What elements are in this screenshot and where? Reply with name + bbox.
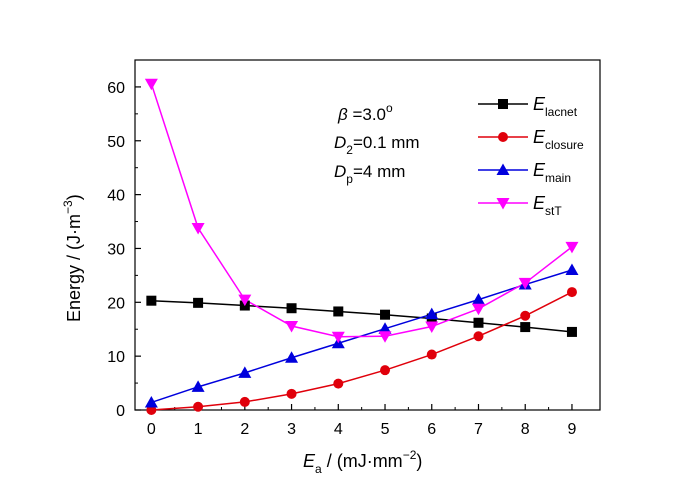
data-point-lacnet (286, 303, 297, 314)
data-point-closure (473, 331, 484, 342)
data-point-stT (191, 223, 205, 235)
x-tick-label: 1 (194, 421, 203, 438)
y-tick-label: 10 (107, 349, 125, 366)
x-tick-label: 7 (474, 421, 483, 438)
legend: Elacnet Eclosure Emain EstT (478, 94, 584, 218)
data-point-stT (238, 294, 252, 307)
legend-marker-stT (496, 198, 510, 210)
legend-label-main: Emain (533, 160, 571, 185)
data-point-main (285, 351, 299, 363)
legend-label-lacnet: Elacnet (533, 94, 578, 119)
data-point-main (565, 263, 579, 275)
data-point-lacnet (380, 309, 391, 320)
y-tick-label: 0 (116, 403, 125, 420)
legend-marker-lacnet (498, 99, 508, 109)
data-point-closure (426, 349, 437, 360)
plot-frame (134, 59, 601, 411)
annotation-d2: D2=0.1 mm (334, 133, 420, 157)
data-point-closure (520, 310, 531, 321)
data-point-lacnet (566, 326, 577, 337)
data-point-closure (239, 396, 250, 407)
data-point-stT (518, 277, 532, 290)
data-point-closure (146, 405, 157, 415)
legend-label-stT: EstT (533, 193, 562, 218)
series-line-stT (150, 83, 573, 338)
legend-label-closure: Eclosure (533, 127, 584, 152)
x-tick-label: 4 (334, 421, 343, 438)
data-point-main (238, 366, 252, 378)
data-point-stT (378, 331, 392, 343)
data-point-closure (566, 287, 577, 298)
data-point-stT (471, 303, 485, 316)
data-point-lacnet (520, 322, 531, 333)
x-tick-label: 0 (147, 421, 156, 438)
series-line-lacnet (151, 299, 573, 333)
annotation-dp: Dp=4 mm (334, 162, 405, 186)
y-tick-label: 40 (107, 188, 125, 205)
y-axis-title: Energy / (J·m−3) (61, 194, 84, 322)
data-point-lacnet (333, 306, 344, 317)
data-point-lacnet (193, 297, 204, 308)
legend-marker-main (496, 163, 510, 175)
annotation-beta: β =3.0o (337, 101, 393, 124)
tick-labels: 0 1 2 3 4 5 6 7 8 9 0 10 20 30 40 50 60 (107, 80, 576, 438)
y-tick-label: 60 (107, 80, 125, 97)
x-tick-label: 3 (287, 421, 296, 438)
x-tick-label: 8 (521, 421, 530, 438)
series-lines (150, 83, 573, 411)
x-tick-label: 2 (240, 421, 249, 438)
data-point-closure (380, 365, 391, 376)
y-tick-label: 20 (107, 295, 125, 312)
data-point-lacnet (146, 295, 157, 306)
data-point-main (191, 380, 205, 392)
x-tick-label: 9 (568, 421, 577, 438)
data-point-stT (285, 321, 299, 333)
data-point-main (144, 395, 158, 408)
series-markers (144, 78, 579, 415)
y-tick-label: 30 (107, 241, 125, 258)
data-point-main (425, 307, 439, 320)
data-point-stT (331, 331, 345, 344)
data-point-closure (193, 401, 204, 412)
data-point-lacnet (473, 317, 484, 328)
data-point-main (378, 322, 392, 334)
data-point-closure (286, 388, 297, 399)
data-point-closure (333, 378, 344, 389)
annotation-block: β =3.0o D2=0.1 mm Dp=4 mm (334, 101, 420, 186)
data-point-stT (425, 321, 439, 334)
axis-ticks (135, 86, 573, 411)
x-tick-label: 6 (427, 421, 436, 438)
x-axis-title: Ea / (mJ·mm−2) (303, 448, 422, 476)
data-point-main (471, 293, 485, 305)
data-point-stT (144, 78, 158, 91)
legend-marker-closure (498, 132, 508, 142)
data-point-stT (565, 241, 579, 254)
series-line-closure (151, 291, 573, 411)
x-tick-label: 5 (381, 421, 390, 438)
y-tick-label: 50 (107, 134, 125, 151)
